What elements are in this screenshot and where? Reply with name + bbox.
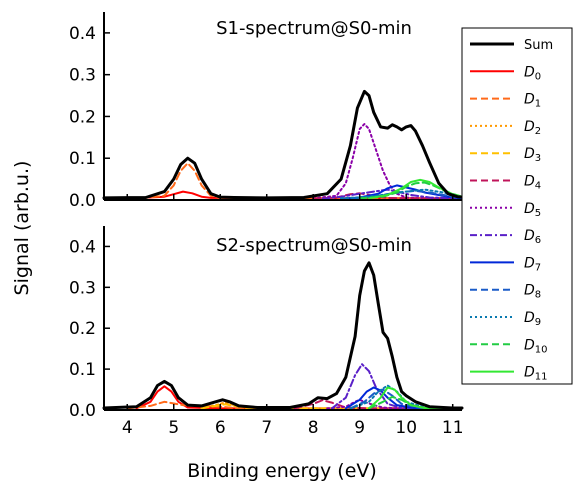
y-tick-label: 0.1 [69, 149, 96, 169]
y-tick-label: 0.0 [69, 401, 96, 421]
series-d6-line-panel0 [321, 188, 463, 200]
panel-bottom: S2-spectrum@S0-min 0.0 0.1 0.2 0.3 0.4 4 5 6 7 8 9… [69, 226, 464, 438]
panel-top: S1-spectrum@S0-min 0.0 0.1 0.2 0.3 0.4 [69, 12, 464, 211]
legend-label-d0: D0 [524, 64, 541, 82]
legend-label-sum: Sum [524, 38, 553, 53]
legend-label-d3: D3 [524, 146, 541, 164]
panel-top-title: S1-spectrum@S0-min [216, 18, 412, 39]
y-tick-label: 0.4 [69, 24, 96, 44]
x-tick-label: 4 [122, 418, 133, 438]
legend-label-d11: D11 [524, 365, 548, 383]
series-d5-line-panel0 [312, 123, 463, 200]
series-d9-line-panel0 [340, 188, 463, 200]
legend-label-d2: D2 [524, 119, 541, 137]
y-tick-label: 0.3 [69, 66, 96, 86]
y-tick-label: 0.0 [69, 191, 96, 211]
x-tick-label: 6 [215, 418, 226, 438]
legend: Sum D0 D1 D2 D3 D4 D5 D6 D7 D8 D9 D10 D11 [461, 27, 573, 385]
x-tick-label: 10 [395, 418, 417, 438]
legend-label-d7: D7 [524, 255, 541, 273]
legend-label-d5: D5 [524, 201, 541, 219]
legend-label-d6: D6 [524, 228, 541, 246]
series-d0-line-panel1 [135, 385, 463, 410]
x-tick-label: 5 [168, 418, 179, 438]
series-d3-line-panel1 [200, 403, 463, 410]
legend-label-d1: D1 [524, 92, 541, 110]
legend-label-d4: D4 [524, 174, 541, 192]
y-axis-label: Signal (arb.u.) [11, 161, 33, 296]
panel-bottom-title: S2-spectrum@S0-min [216, 235, 412, 256]
y-tick-label: 0.3 [69, 278, 96, 298]
y-tick-label: 0.1 [69, 360, 96, 380]
x-tick-label: 7 [261, 418, 272, 438]
y-tick-label: 0.4 [69, 237, 96, 257]
y-tick-label: 0.2 [69, 319, 96, 339]
legend-frame [461, 27, 573, 385]
x-axis-label: Binding energy (eV) [187, 460, 377, 482]
x-tick-label: 9 [354, 418, 365, 438]
series-d6-line-panel1 [330, 363, 463, 410]
legend-label-d8: D8 [524, 283, 541, 301]
x-tick-label: 11 [442, 418, 464, 438]
legend-label-d10: D10 [524, 337, 548, 355]
series-d11-line-panel1 [368, 386, 463, 410]
y-tick-label: 0.2 [69, 107, 96, 127]
series-sum-line-panel0 [102, 89, 464, 200]
legend-label-d9: D9 [524, 310, 541, 328]
x-tick-label: 8 [308, 418, 319, 438]
series-sum-line-panel1 [102, 261, 464, 410]
